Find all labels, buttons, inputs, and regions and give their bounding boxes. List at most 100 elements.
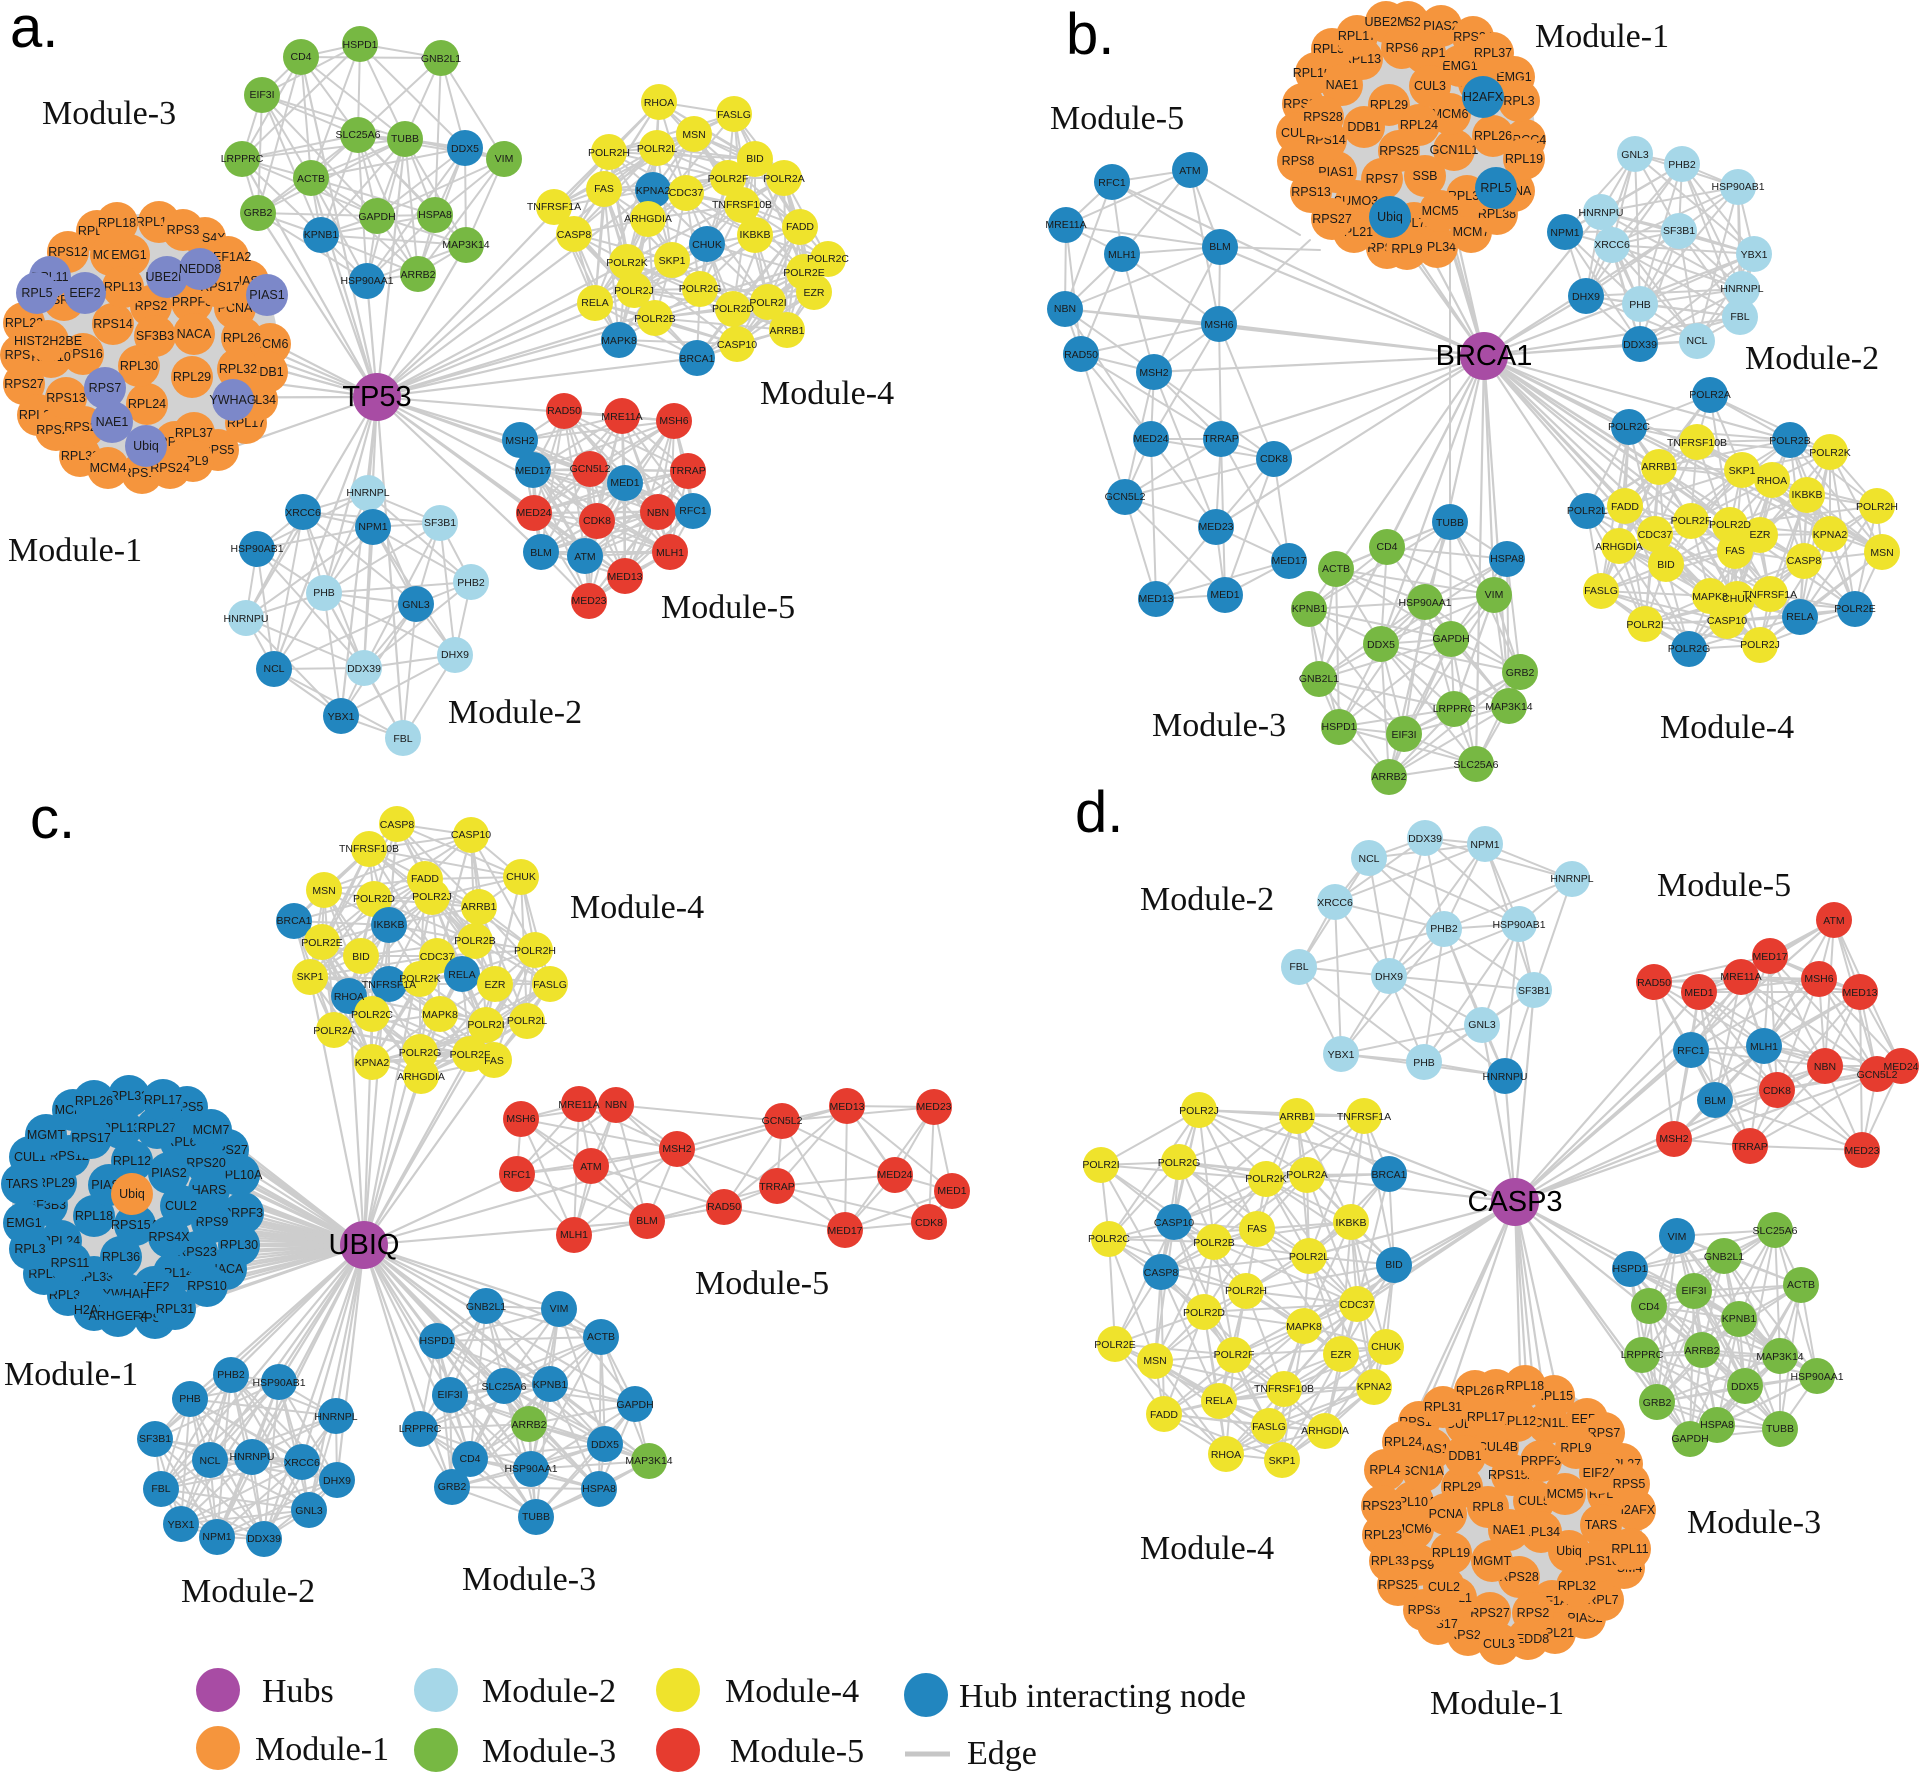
svg-text:RELA: RELA (581, 297, 608, 309)
svg-text:RAD50: RAD50 (547, 405, 581, 417)
svg-text:MSN: MSN (1870, 547, 1893, 559)
svg-text:POLR2C: POLR2C (807, 253, 849, 265)
svg-text:RPL24: RPL24 (128, 397, 166, 411)
svg-text:POLR2B: POLR2B (454, 935, 495, 947)
svg-text:Module-5: Module-5 (1657, 867, 1791, 904)
svg-text:RFC1: RFC1 (679, 505, 707, 517)
svg-text:CASP10: CASP10 (451, 829, 491, 841)
svg-text:MLH1: MLH1 (1108, 249, 1136, 261)
svg-text:POLR2A: POLR2A (313, 1025, 354, 1037)
svg-text:RPS17: RPS17 (71, 1131, 111, 1145)
svg-text:POLR2H: POLR2H (1225, 1285, 1267, 1297)
svg-text:DDX39: DDX39 (247, 1533, 281, 1545)
svg-text:RPL37: RPL37 (175, 426, 213, 440)
svg-text:DDX5: DDX5 (1367, 639, 1395, 651)
svg-text:UBE2M: UBE2M (145, 270, 188, 284)
svg-text:HSP90AB1: HSP90AB1 (1711, 181, 1764, 193)
svg-text:EMG1: EMG1 (1442, 59, 1477, 73)
svg-text:EZR: EZR (804, 287, 825, 299)
svg-text:HSP90AA1: HSP90AA1 (1790, 1371, 1843, 1383)
svg-text:MCM7: MCM7 (1453, 225, 1490, 239)
svg-text:DDX5: DDX5 (451, 143, 479, 155)
svg-text:XRCC6: XRCC6 (1317, 897, 1353, 909)
svg-text:MED17: MED17 (827, 1225, 862, 1237)
svg-text:TUBB: TUBB (391, 133, 419, 145)
svg-text:Module-5: Module-5 (695, 1265, 829, 1302)
svg-text:CASP10: CASP10 (1154, 1217, 1194, 1229)
svg-text:POLR2K: POLR2K (1809, 447, 1850, 459)
svg-text:MED13: MED13 (829, 1101, 864, 1113)
svg-text:GNL3: GNL3 (1621, 149, 1649, 161)
svg-text:PIAS1: PIAS1 (249, 288, 284, 302)
svg-text:BLM: BLM (530, 547, 552, 559)
svg-text:GNL3: GNL3 (1468, 1019, 1496, 1031)
svg-text:POLR2K: POLR2K (606, 257, 647, 269)
svg-text:TNFRSF10B: TNFRSF10B (1667, 437, 1727, 449)
svg-text:TRRAP: TRRAP (759, 1181, 795, 1193)
svg-text:RPL23: RPL23 (1364, 1528, 1402, 1542)
svg-text:POLR2B: POLR2B (634, 313, 675, 325)
svg-text:MRE11A: MRE11A (1045, 219, 1086, 231)
svg-text:ATM: ATM (574, 551, 595, 563)
svg-text:MAP3K14: MAP3K14 (442, 239, 489, 251)
svg-text:ACTB: ACTB (297, 173, 325, 185)
svg-text:RPL17: RPL17 (1467, 1410, 1505, 1424)
svg-text:SLC25A6: SLC25A6 (1753, 1225, 1798, 1237)
svg-text:CUL2: CUL2 (165, 1199, 197, 1213)
svg-text:RPL37: RPL37 (1474, 46, 1512, 60)
svg-text:RFC1: RFC1 (1098, 177, 1126, 189)
svg-text:RPL29: RPL29 (173, 370, 211, 384)
svg-text:RAD50: RAD50 (1064, 349, 1098, 361)
svg-text:MLH1: MLH1 (1750, 1041, 1778, 1053)
svg-text:DDB1: DDB1 (1448, 1449, 1481, 1463)
svg-text:CDC37: CDC37 (420, 951, 455, 963)
svg-text:RPS25: RPS25 (1379, 144, 1419, 158)
svg-text:CHUK: CHUK (506, 871, 536, 883)
svg-text:POLR2A: POLR2A (1286, 1169, 1327, 1181)
svg-text:POLR2G: POLR2G (1668, 643, 1711, 655)
svg-text:POLR2F: POLR2F (450, 1049, 491, 1061)
svg-text:YBX1: YBX1 (328, 711, 355, 723)
svg-text:GAPDH: GAPDH (1432, 633, 1469, 645)
svg-text:BRCA1: BRCA1 (276, 915, 311, 927)
svg-text:PCNA: PCNA (1429, 1507, 1464, 1521)
svg-text:BLM: BLM (636, 1215, 658, 1227)
svg-text:KPNA2: KPNA2 (1813, 529, 1848, 541)
svg-text:DHX9: DHX9 (441, 649, 469, 661)
svg-text:NCL: NCL (1358, 853, 1379, 865)
svg-text:MED17: MED17 (1752, 951, 1787, 963)
svg-text:DHX9: DHX9 (1375, 971, 1403, 983)
svg-text:RPS8: RPS8 (1282, 154, 1315, 168)
svg-text:RFC1: RFC1 (503, 1169, 531, 1181)
svg-text:HSP90AA1: HSP90AA1 (504, 1463, 557, 1475)
svg-text:SF3B1: SF3B1 (1518, 985, 1550, 997)
svg-text:XRCC6: XRCC6 (285, 507, 321, 519)
svg-text:GRB2: GRB2 (1643, 1397, 1672, 1409)
svg-text:CDK8: CDK8 (583, 515, 611, 527)
svg-text:LRPPRC: LRPPRC (1621, 1349, 1664, 1361)
svg-text:CHUK: CHUK (1371, 1341, 1401, 1353)
svg-text:POLR2G: POLR2G (679, 283, 722, 295)
svg-text:RELA: RELA (448, 969, 475, 981)
svg-text:FBL: FBL (1730, 311, 1749, 323)
svg-text:IKBKB: IKBKB (1792, 489, 1823, 501)
svg-text:MSN: MSN (682, 129, 705, 141)
svg-text:MED13: MED13 (1138, 593, 1173, 605)
svg-text:FAS: FAS (1247, 1223, 1267, 1235)
svg-text:HNRNPU: HNRNPU (224, 613, 269, 625)
svg-text:RPL32: RPL32 (110, 1089, 148, 1103)
svg-text:H2AFX: H2AFX (1615, 1503, 1656, 1517)
svg-text:GNB2L1: GNB2L1 (1299, 673, 1339, 685)
svg-text:CD4: CD4 (1638, 1301, 1659, 1313)
svg-text:RPL17: RPL17 (144, 1093, 182, 1107)
svg-text:RPL17: RPL17 (1338, 29, 1376, 43)
svg-text:RPS9: RPS9 (196, 1215, 229, 1229)
svg-text:HIST2H2BE: HIST2H2BE (14, 334, 82, 348)
svg-text:Module-3: Module-3 (462, 1561, 596, 1598)
svg-text:RPL5: RPL5 (21, 286, 52, 300)
svg-text:RPS2: RPS2 (1517, 1606, 1550, 1620)
svg-text:POLR2C: POLR2C (351, 1009, 393, 1021)
svg-text:HSP90AB1: HSP90AB1 (252, 1377, 305, 1389)
svg-text:BRCA1: BRCA1 (679, 353, 714, 365)
svg-text:POLR2J: POLR2J (1179, 1105, 1219, 1117)
